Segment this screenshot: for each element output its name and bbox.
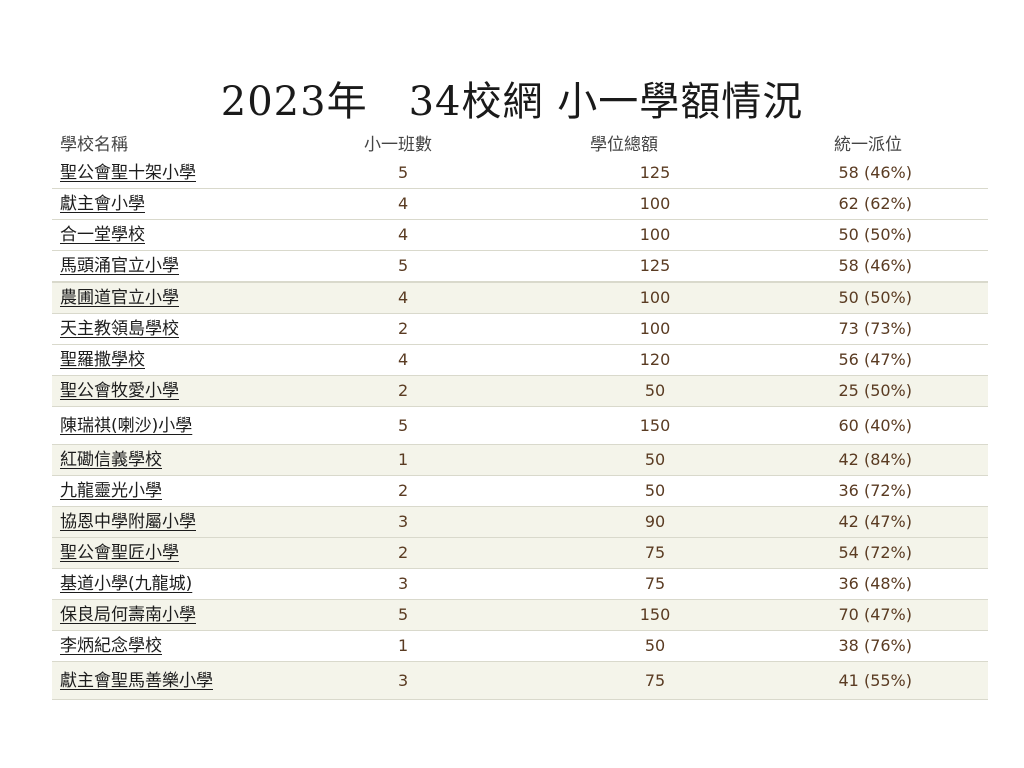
total-places-value: 100 [639, 319, 671, 338]
total-places-value: 100 [639, 288, 671, 307]
school-name-link[interactable]: 馬頭涌官立小學 [60, 256, 179, 276]
table-row: 聖公會聖十架小學 5 125 58 (46%) [52, 158, 988, 189]
central-allocation-value: 36 (72%) [838, 481, 913, 500]
header-p1-classes: 小一班數 [364, 135, 432, 155]
central-allocation-value: 50 (50%) [838, 288, 913, 307]
central-allocation-value: 42 (84%) [838, 450, 913, 469]
admission-table: 學校名稱 小一班數 學位總額 統一派位 聖公會聖十架小學 5 125 58 (46%)… [52, 128, 988, 700]
table-header: 學校名稱 小一班數 學位總額 統一派位 [52, 128, 988, 158]
table-row: 協恩中學附屬小學 3 90 42 (47%) [52, 507, 988, 538]
p1-classes-value: 4 [398, 225, 409, 244]
total-places-value: 50 [644, 381, 666, 400]
table-row: 聖公會牧愛小學 2 50 25 (50%) [52, 376, 988, 407]
header-central-allocation: 統一派位 [834, 135, 902, 155]
school-name-link[interactable]: 天主教領島學校 [60, 319, 179, 339]
central-allocation-value: 38 (76%) [838, 636, 913, 655]
p1-classes-value: 3 [398, 671, 409, 690]
central-allocation-value: 50 (50%) [838, 225, 913, 244]
central-allocation-value: 41 (55%) [838, 671, 913, 690]
p1-classes-value: 2 [398, 543, 409, 562]
central-allocation-value: 42 (47%) [838, 512, 913, 531]
p1-classes-value: 4 [398, 288, 409, 307]
total-places-value: 150 [639, 416, 671, 435]
total-places-value: 50 [644, 481, 666, 500]
total-places-value: 125 [639, 256, 671, 275]
school-name-link[interactable]: 陳瑞祺(喇沙)小學 [60, 416, 193, 436]
total-places-value: 100 [639, 194, 671, 213]
central-allocation-value: 36 (48%) [838, 574, 913, 593]
school-name-link[interactable]: 農圃道官立小學 [60, 288, 179, 308]
school-name-link[interactable]: 基道小學(九龍城) [60, 574, 193, 594]
table-row: 九龍靈光小學 2 50 36 (72%) [52, 476, 988, 507]
central-allocation-value: 60 (40%) [838, 416, 913, 435]
central-allocation-value: 58 (46%) [838, 163, 913, 182]
page-title: 2023年 34校網 小一學額情況 [220, 79, 804, 125]
total-places-value: 120 [639, 350, 671, 369]
school-name-link[interactable]: 九龍靈光小學 [60, 481, 162, 501]
table-row: 聖公會聖匠小學 2 75 54 (72%) [52, 538, 988, 569]
school-name-link[interactable]: 紅磡信義學校 [60, 450, 162, 470]
total-places-value: 50 [644, 636, 666, 655]
p1-classes-value: 5 [398, 256, 409, 275]
central-allocation-value: 73 (73%) [838, 319, 913, 338]
p1-classes-value: 4 [398, 194, 409, 213]
p1-classes-value: 2 [398, 381, 409, 400]
table-body: 聖公會聖十架小學 5 125 58 (46%) 獻主會小學 4 100 62 (62%) 合一堂… [52, 158, 988, 700]
p1-classes-value: 5 [398, 163, 409, 182]
school-name-link[interactable]: 聖公會聖匠小學 [60, 543, 179, 563]
table-row: 陳瑞祺(喇沙)小學 5 150 60 (40%) [52, 407, 988, 445]
central-allocation-value: 58 (46%) [838, 256, 913, 275]
table-row: 獻主會小學 4 100 62 (62%) [52, 189, 988, 220]
table-row: 基道小學(九龍城) 3 75 36 (48%) [52, 569, 988, 600]
school-name-link[interactable]: 獻主會小學 [60, 194, 145, 214]
table-row: 獻主會聖馬善樂小學 3 75 41 (55%) [52, 662, 988, 700]
table-row: 紅磡信義學校 1 50 42 (84%) [52, 445, 988, 476]
total-places-value: 75 [644, 671, 666, 690]
school-name-link[interactable]: 聖公會聖十架小學 [60, 163, 196, 183]
header-total-places: 學位總額 [590, 135, 658, 155]
total-places-value: 150 [639, 605, 671, 624]
table-row: 農圃道官立小學 4 100 50 (50%) [52, 282, 988, 314]
school-name-link[interactable]: 協恩中學附屬小學 [60, 512, 196, 532]
table-row: 保良局何壽南小學 5 150 70 (47%) [52, 600, 988, 631]
central-allocation-value: 70 (47%) [838, 605, 913, 624]
p1-classes-value: 5 [398, 605, 409, 624]
school-name-link[interactable]: 聖羅撒學校 [60, 350, 145, 370]
p1-classes-value: 1 [398, 636, 409, 655]
total-places-value: 125 [639, 163, 671, 182]
central-allocation-value: 25 (50%) [838, 381, 913, 400]
school-name-link[interactable]: 獻主會聖馬善樂小學 [60, 671, 213, 691]
table-row: 合一堂學校 4 100 50 (50%) [52, 220, 988, 251]
table-row: 李炳紀念學校 1 50 38 (76%) [52, 631, 988, 662]
p1-classes-value: 4 [398, 350, 409, 369]
total-places-value: 75 [644, 574, 666, 593]
central-allocation-value: 62 (62%) [838, 194, 913, 213]
total-places-value: 100 [639, 225, 671, 244]
table-row: 馬頭涌官立小學 5 125 58 (46%) [52, 251, 988, 282]
p1-classes-value: 2 [398, 319, 409, 338]
p1-classes-value: 1 [398, 450, 409, 469]
central-allocation-value: 54 (72%) [838, 543, 913, 562]
p1-classes-value: 5 [398, 416, 409, 435]
table-row: 聖羅撒學校 4 120 56 (47%) [52, 345, 988, 376]
central-allocation-value: 56 (47%) [838, 350, 913, 369]
table-row: 天主教領島學校 2 100 73 (73%) [52, 314, 988, 345]
total-places-value: 90 [644, 512, 666, 531]
school-name-link[interactable]: 李炳紀念學校 [60, 636, 162, 656]
school-name-link[interactable]: 聖公會牧愛小學 [60, 381, 179, 401]
p1-classes-value: 3 [398, 574, 409, 593]
total-places-value: 75 [644, 543, 666, 562]
p1-classes-value: 2 [398, 481, 409, 500]
total-places-value: 50 [644, 450, 666, 469]
school-name-link[interactable]: 合一堂學校 [60, 225, 145, 245]
school-name-link[interactable]: 保良局何壽南小學 [60, 605, 196, 625]
p1-classes-value: 3 [398, 512, 409, 531]
header-school-name: 學校名稱 [60, 135, 128, 155]
